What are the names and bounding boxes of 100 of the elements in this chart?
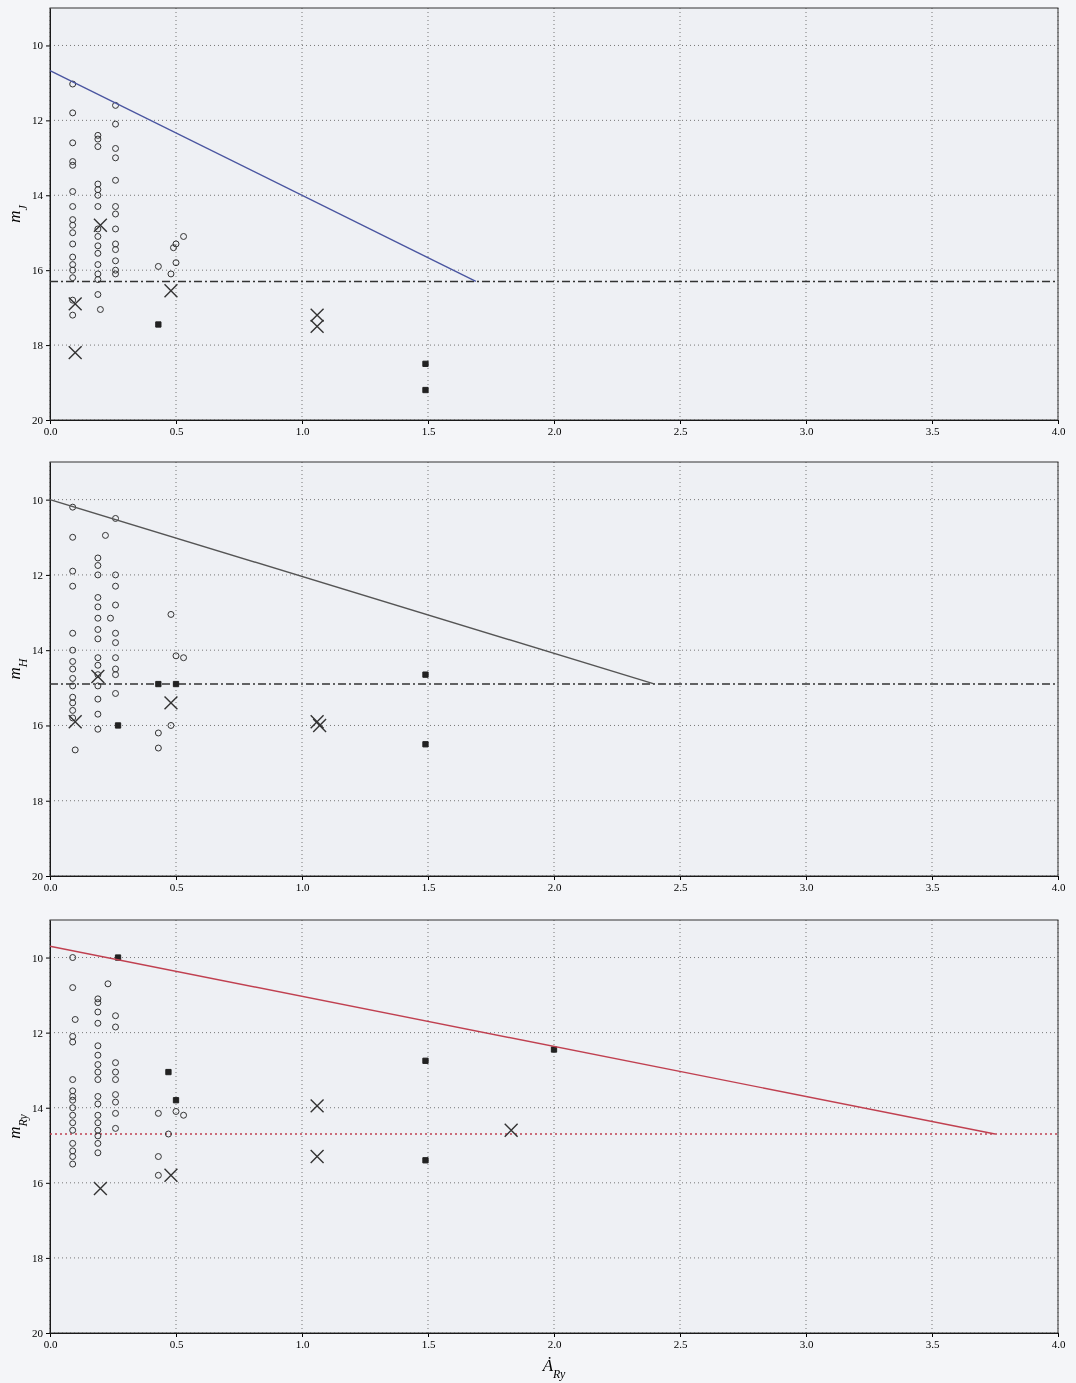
point [94,131,102,139]
point [167,721,175,729]
point [422,741,429,748]
y-tick-label: 14 [32,1101,44,1114]
point [69,1153,77,1161]
point [69,80,77,88]
point [112,671,119,679]
y-tick-label: 14 [32,644,44,657]
point [94,695,102,703]
y-tick-label: 12 [32,568,43,581]
point [69,188,77,196]
y-tick-label: 16 [32,1176,44,1189]
point [94,1149,102,1157]
point [309,319,325,334]
point [94,249,102,257]
point [69,1119,77,1127]
point [69,954,77,962]
point [101,531,109,539]
point [69,699,77,707]
y-tick-label: 18 [32,339,44,352]
point [71,1016,79,1023]
point [112,639,119,647]
point [68,345,83,360]
point [172,240,180,248]
point [69,582,77,590]
point [112,1023,119,1031]
x-tick-label: 3.0 [799,880,814,893]
y-tick-label: 20 [32,1327,44,1340]
x-tick-label: 3.5 [925,424,940,437]
point [112,246,119,254]
x-tick-label: 1.0 [295,880,310,893]
point [154,262,162,270]
point [112,176,119,184]
point [172,1108,180,1115]
point [94,614,102,622]
point [69,714,77,722]
point [90,669,106,684]
point [69,674,77,682]
point [69,1139,77,1147]
point [154,1109,162,1117]
point [69,1104,77,1112]
point [94,725,102,733]
point [69,221,77,229]
point [69,657,77,665]
point [309,307,325,323]
point [94,554,102,562]
point [172,652,180,660]
point [94,995,102,1003]
point [112,101,119,109]
x-tick-label: 0.5 [169,1337,184,1350]
point [154,744,162,752]
point [69,139,77,147]
x-tick-label: 2.5 [673,880,688,893]
point [69,161,77,169]
point [112,144,119,152]
point [69,629,77,637]
point [94,635,102,643]
point [155,321,162,328]
point [94,671,102,679]
point [112,601,119,609]
point [94,1100,102,1108]
point [69,261,77,269]
x-axis-title: Ȧ$_{Ry}$ [541,1356,567,1381]
x-tick-label: 3.5 [925,1337,940,1350]
point [180,232,188,240]
point [94,999,102,1007]
point [180,654,188,662]
point [94,1019,102,1027]
y-tick-label: 12 [32,114,43,127]
x-tick-label: 0.0 [43,424,58,437]
point [69,1032,77,1040]
point [69,567,77,575]
point [94,135,102,143]
point [94,225,102,233]
point [69,274,77,282]
point [112,1109,119,1117]
x-tick-label: 1.0 [295,1337,310,1350]
point [94,291,102,299]
point [94,710,102,718]
x-tick-label: 1.5 [421,880,436,893]
point [309,714,325,729]
point [94,191,102,199]
point [94,232,102,240]
point [94,1008,102,1016]
point [504,1123,519,1138]
point [69,203,77,210]
point [112,270,119,278]
point [94,682,102,690]
point [94,626,102,633]
x-tick-label: 4.0 [1051,424,1066,437]
point [154,1171,162,1179]
point [71,746,79,754]
y-tick-label: 18 [32,1251,44,1264]
point [422,671,429,678]
x-tick-label: 4.0 [1051,1337,1066,1350]
point [172,1097,180,1104]
y-tick-label: 20 [32,414,44,427]
point [69,266,77,274]
point [169,244,177,252]
point [422,1157,429,1164]
